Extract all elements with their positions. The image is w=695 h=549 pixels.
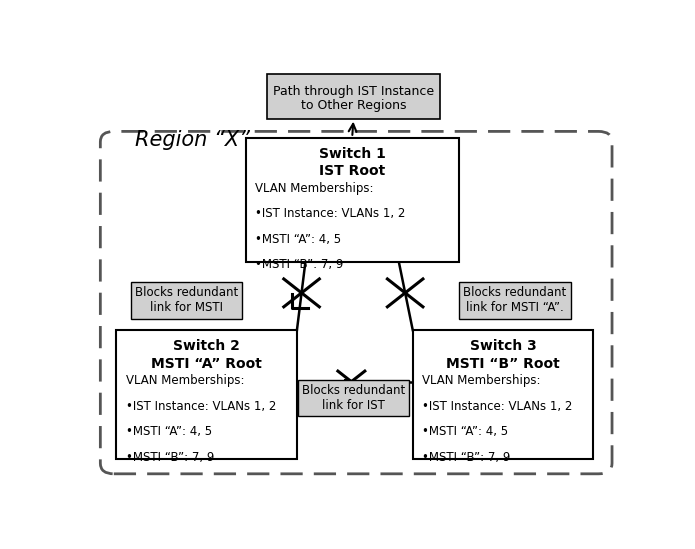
Bar (413, 330, 593, 459)
Text: •IST Instance: VLANs 1, 2: •IST Instance: VLANs 1, 2 (423, 400, 573, 413)
Text: Path through IST Instance: Path through IST Instance (273, 85, 434, 98)
Text: VLAN Memberships:: VLAN Memberships: (423, 374, 541, 388)
Text: VLAN Memberships:: VLAN Memberships: (256, 182, 374, 195)
Text: •IST Instance: VLANs 1, 2: •IST Instance: VLANs 1, 2 (126, 400, 277, 413)
Bar (117, 330, 297, 459)
Text: Blocks redundant
link for MSTI: Blocks redundant link for MSTI (135, 287, 238, 315)
Text: Blocks redundant
link for IST: Blocks redundant link for IST (302, 384, 405, 412)
Text: •MSTI “B”: 7, 9: •MSTI “B”: 7, 9 (126, 451, 215, 463)
Text: Switch 3: Switch 3 (470, 339, 537, 354)
Text: •IST Instance: VLANs 1, 2: •IST Instance: VLANs 1, 2 (256, 208, 406, 221)
Text: Switch 2: Switch 2 (173, 339, 240, 354)
Text: to Other Regions: to Other Regions (301, 99, 407, 113)
Text: •MSTI “A”: 4, 5: •MSTI “A”: 4, 5 (423, 425, 509, 438)
Text: •MSTI “A”: 4, 5: •MSTI “A”: 4, 5 (256, 233, 341, 246)
Text: Blocks redundant
link for MSTI “A”.: Blocks redundant link for MSTI “A”. (464, 287, 566, 315)
Bar (246, 138, 459, 262)
Text: Switch 1: Switch 1 (319, 147, 386, 161)
Text: IST Root: IST Root (319, 164, 385, 178)
FancyBboxPatch shape (100, 131, 612, 474)
Text: MSTI “B” Root: MSTI “B” Root (446, 357, 560, 371)
Text: •MSTI “B”: 7, 9: •MSTI “B”: 7, 9 (256, 258, 344, 271)
Text: Region “X”: Region “X” (136, 131, 250, 150)
Text: •MSTI “A”: 4, 5: •MSTI “A”: 4, 5 (126, 425, 212, 438)
Text: MSTI “A” Root: MSTI “A” Root (152, 357, 262, 371)
Text: VLAN Memberships:: VLAN Memberships: (126, 374, 245, 388)
Bar (268, 74, 440, 119)
Text: •MSTI “B”: 7, 9: •MSTI “B”: 7, 9 (423, 451, 511, 463)
